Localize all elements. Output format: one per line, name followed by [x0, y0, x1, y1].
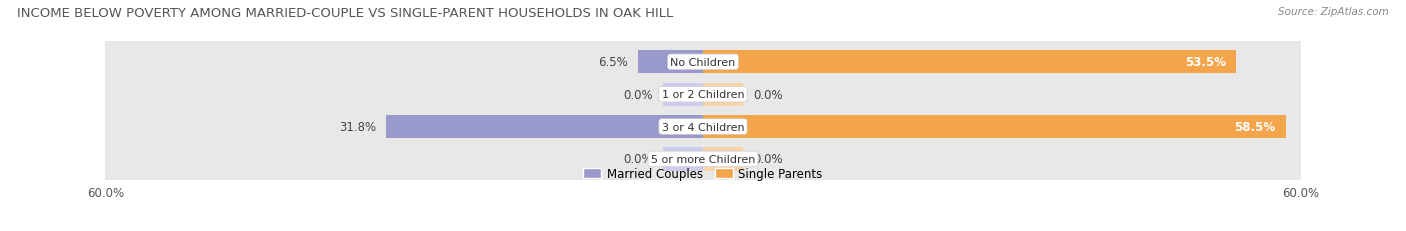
Text: 1 or 2 Children: 1 or 2 Children [662, 90, 744, 100]
Text: 0.0%: 0.0% [752, 88, 782, 101]
Legend: Married Couples, Single Parents: Married Couples, Single Parents [579, 163, 827, 185]
Bar [664, 148, 703, 171]
Text: 5 or more Children: 5 or more Children [651, 154, 755, 164]
Bar [703, 116, 1285, 139]
Text: 0.0%: 0.0% [624, 88, 654, 101]
Text: 0.0%: 0.0% [624, 153, 654, 166]
Bar [664, 83, 703, 106]
Text: 0.0%: 0.0% [752, 153, 782, 166]
FancyBboxPatch shape [103, 135, 1303, 183]
Text: No Children: No Children [671, 58, 735, 67]
FancyBboxPatch shape [103, 39, 1303, 86]
FancyBboxPatch shape [103, 71, 1303, 119]
Text: 3 or 4 Children: 3 or 4 Children [662, 122, 744, 132]
Bar [703, 83, 742, 106]
Bar [703, 51, 1236, 74]
Text: 31.8%: 31.8% [339, 121, 377, 134]
Text: 53.5%: 53.5% [1185, 56, 1226, 69]
Bar [638, 51, 703, 74]
Bar [703, 148, 742, 171]
Text: INCOME BELOW POVERTY AMONG MARRIED-COUPLE VS SINGLE-PARENT HOUSEHOLDS IN OAK HIL: INCOME BELOW POVERTY AMONG MARRIED-COUPL… [17, 7, 673, 20]
FancyBboxPatch shape [103, 103, 1303, 151]
Text: 6.5%: 6.5% [599, 56, 628, 69]
Text: Source: ZipAtlas.com: Source: ZipAtlas.com [1278, 7, 1389, 17]
Text: 58.5%: 58.5% [1234, 121, 1275, 134]
Bar [387, 116, 703, 139]
